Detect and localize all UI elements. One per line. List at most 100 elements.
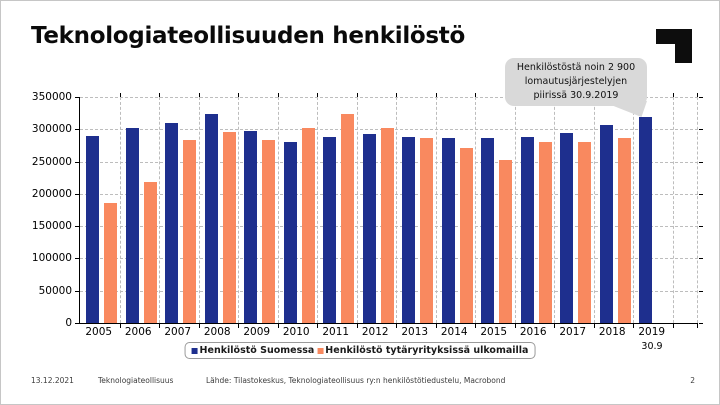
y-tick-mark	[699, 258, 703, 260]
x-tick-mark	[435, 93, 437, 97]
y-tick-mark	[75, 161, 79, 163]
gridline-x	[238, 97, 239, 323]
bar-2009-series1	[244, 131, 257, 323]
x-tick-mark	[159, 324, 160, 328]
x-tick-mark	[238, 324, 239, 328]
bar-2019-series1	[639, 117, 652, 323]
x-tick-label: 2017	[559, 326, 587, 338]
x-tick-label: 2008	[203, 326, 231, 338]
x-tick-label: 2019	[638, 326, 666, 338]
y-tick-mark	[699, 97, 703, 98]
plot-area	[75, 93, 703, 328]
legend: Henkilöstö Suomessa Henkilöstö tytäryrity…	[184, 342, 536, 359]
bar-2008-series2	[222, 131, 236, 323]
gridline-x	[435, 97, 437, 323]
legend-label: Henkilöstö tytäryrityksissä ulkomailla	[325, 345, 529, 356]
y-tick-label: 0	[65, 317, 72, 329]
gridline-x	[159, 97, 160, 323]
x-tick-label: 2009	[243, 326, 271, 338]
x-tick-mark	[198, 324, 200, 328]
bar-2006-series1	[125, 128, 139, 323]
bar-2009-series2	[262, 140, 275, 323]
gridline-x	[593, 97, 595, 323]
legend-label: Henkilöstö Suomessa	[199, 345, 315, 356]
y-tick-label: 150000	[31, 220, 72, 233]
x-tick-mark	[356, 324, 358, 328]
y-tick-mark	[699, 226, 703, 228]
bar-2017-series1	[560, 133, 573, 323]
y-tick-label: 50000	[38, 284, 72, 297]
legend-item: Henkilöstö tytäryrityksissä ulkomailla	[317, 345, 528, 356]
gridline-x	[396, 97, 397, 323]
gridline-x	[119, 97, 121, 323]
footer-source: Lähde: Tilastokeskus, Teknologiateollisu…	[206, 376, 506, 385]
gridline-y-350000	[80, 97, 698, 98]
y-tick-label: 200000	[31, 187, 72, 200]
gridline-x	[356, 97, 358, 323]
bar-2017-series2	[578, 142, 591, 323]
bar-2011-series1	[323, 137, 336, 323]
logo-vertical-bar	[675, 29, 692, 63]
x-tick-label: 2011	[322, 326, 350, 338]
bar-2014-series1	[441, 137, 455, 323]
x-axis-labels: 2005 2006 2007 2008 2009 2010 2011 2012 2013 2014…	[1, 326, 719, 340]
y-tick-label: 250000	[31, 155, 72, 168]
bar-2013-series1	[402, 137, 415, 323]
gridline-x	[475, 97, 476, 323]
bar-2010-series1	[283, 141, 297, 323]
x-tick-label: 2007	[164, 326, 192, 338]
page-title: Teknologiateollisuuden henkilöstö	[31, 23, 465, 49]
bar-2005-series1	[86, 136, 99, 323]
legend-item: Henkilöstö Suomessa	[191, 345, 315, 356]
gridline-x	[198, 97, 200, 323]
bar-2010-series2	[301, 128, 315, 323]
bar-2015-series1	[481, 138, 494, 323]
gridline-x	[633, 97, 634, 323]
x-tick-mark	[396, 324, 397, 328]
y-tick-label: 350000	[31, 91, 72, 103]
x-tick-mark	[119, 93, 121, 97]
x-tick-mark	[435, 324, 437, 328]
x-tick-mark	[198, 93, 200, 97]
gridline-x	[277, 97, 279, 323]
bar-2008-series1	[204, 113, 218, 323]
x-tick-label: 2006	[124, 326, 152, 338]
y-tick-mark	[75, 97, 79, 98]
x-tick-label: 2015	[480, 326, 508, 338]
gridline-x	[554, 97, 555, 323]
bar-2012-series1	[362, 133, 376, 323]
x-tick-mark	[119, 324, 121, 328]
x-tick-mark	[356, 93, 358, 97]
bar-2014-series2	[459, 148, 473, 323]
x-tick-mark	[633, 324, 634, 328]
y-tick-mark	[75, 129, 79, 131]
y-tick-mark	[699, 193, 703, 195]
y-tick-mark	[75, 193, 79, 195]
x-tick-label: 2013	[401, 326, 429, 338]
x-tick-label: 2010	[282, 326, 310, 338]
gridline-x	[672, 97, 674, 323]
bar-2016-series1	[520, 137, 534, 323]
x-tick-mark	[238, 93, 239, 97]
annotation-callout: Henkilöstöstä noin 2 900 lomautusjärjest…	[505, 58, 647, 106]
y-tick-mark	[75, 323, 79, 324]
bar-2015-series2	[499, 159, 512, 323]
y-tick-label: 100000	[31, 252, 72, 265]
y-axis-labels: 0 50000 100000 150000 200000 250000 300000 3500…	[1, 91, 72, 329]
x-tick-mark	[514, 324, 516, 328]
y-tick-mark	[75, 290, 79, 292]
x-tick-label: 2018	[598, 326, 626, 338]
teknologiateollisuus-logo-icon	[656, 29, 692, 64]
bar-2005-series2	[104, 202, 117, 323]
x-tick-label: 2005	[85, 326, 113, 338]
y-tick-mark	[699, 323, 703, 324]
x-tick-mark	[697, 324, 698, 328]
x-tick-mark	[475, 324, 476, 328]
gridline-x	[317, 97, 318, 323]
bar-2006-series2	[143, 182, 157, 323]
bar-2018-series2	[617, 138, 631, 323]
bar-2012-series2	[380, 128, 394, 323]
y-tick-mark	[699, 129, 703, 131]
x-tick-mark	[475, 93, 476, 97]
partial-period-label: 30.9	[641, 341, 663, 352]
